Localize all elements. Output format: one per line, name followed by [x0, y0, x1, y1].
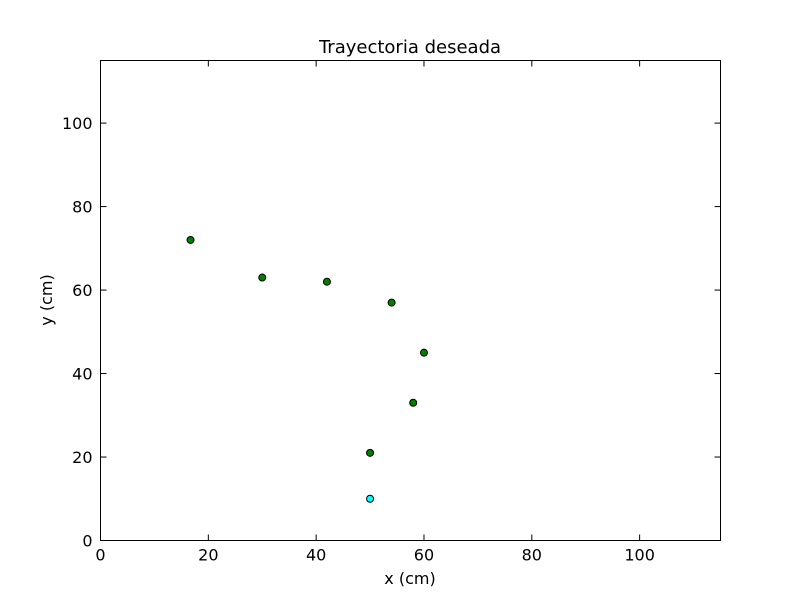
- axis-ticks: 0 20 40 60 80 100 0 20 40 60 80 100: [62, 60, 721, 565]
- x-tick-label: 20: [198, 546, 218, 565]
- chart-title: Trayectoria deseada: [318, 37, 501, 58]
- x-tick-label: 100: [624, 546, 655, 565]
- y-tick-label: 80: [72, 198, 92, 217]
- trajectory-point: [322, 277, 331, 286]
- trajectory-point: [366, 448, 375, 457]
- y-tick-label: 40: [72, 365, 92, 384]
- x-tick-label: 60: [414, 546, 434, 565]
- trajectory-point: [387, 298, 396, 307]
- x-axis-label: x (cm): [384, 569, 435, 588]
- y-axis-label: y (cm): [37, 274, 56, 325]
- trajectory-point: [186, 235, 195, 244]
- y-tick-label: 0: [82, 532, 92, 551]
- x-tick-label: 80: [522, 546, 542, 565]
- y-tick-label: 60: [72, 281, 92, 300]
- data-points: [186, 235, 428, 503]
- start-point: [366, 494, 375, 503]
- y-tick-label: 20: [72, 448, 92, 467]
- x-tick-label: 0: [95, 546, 105, 565]
- x-tick-label: 40: [306, 546, 326, 565]
- trajectory-point: [258, 273, 267, 282]
- y-tick-label: 100: [62, 114, 93, 133]
- trajectory-point: [409, 398, 418, 407]
- plot-area-frame: [100, 60, 721, 541]
- trajectory-point: [419, 348, 428, 357]
